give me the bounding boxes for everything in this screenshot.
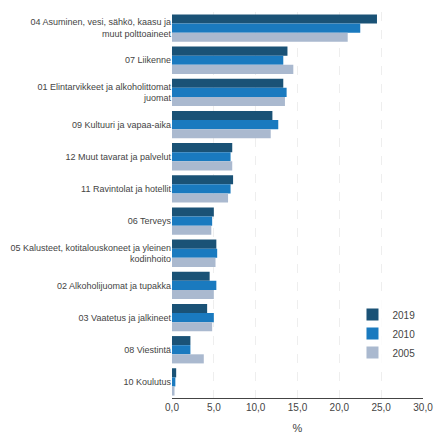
svg-text:03 Vaatetus ja jalkineet: 03 Vaatetus ja jalkineet: [79, 313, 172, 323]
svg-text:20,0: 20,0: [330, 402, 350, 413]
svg-text:2010: 2010: [392, 329, 415, 340]
svg-text:02 Alkoholijuomat ja tupakka: 02 Alkoholijuomat ja tupakka: [57, 281, 171, 291]
svg-text:04 Asuminen, vesi, sähkö, kaas: 04 Asuminen, vesi, sähkö, kaasu jamuut p…: [30, 17, 171, 39]
svg-text:2005: 2005: [392, 348, 415, 359]
svg-text:2019: 2019: [392, 310, 415, 321]
svg-text:11 Ravintolat ja hotellit: 11 Ravintolat ja hotellit: [81, 184, 171, 194]
svg-text:25,0: 25,0: [371, 402, 391, 413]
svg-text:%: %: [293, 422, 303, 434]
svg-text:10,0: 10,0: [246, 402, 266, 413]
svg-text:05 Kalusteet, kotitalouskoneet: 05 Kalusteet, kotitalouskoneet ja yleine…: [10, 243, 171, 265]
svg-text:08 Viestintä: 08 Viestintä: [124, 345, 171, 355]
svg-text:12 Muut tavarat ja palvelut: 12 Muut tavarat ja palvelut: [65, 152, 171, 162]
svg-text:0,0: 0,0: [165, 402, 179, 413]
svg-text:5,0: 5,0: [207, 402, 221, 413]
svg-text:01 Elintarvikkeet ja alkoholit: 01 Elintarvikkeet ja alkoholittomatjuoma…: [37, 82, 171, 104]
svg-text:06 Terveys: 06 Terveys: [128, 216, 172, 226]
svg-text:15,0: 15,0: [288, 402, 308, 413]
svg-text:10 Koulutus: 10 Koulutus: [123, 377, 171, 387]
svg-text:09 Kultuuri ja vapaa-aika: 09 Kultuuri ja vapaa-aika: [72, 120, 171, 130]
svg-text:30,0: 30,0: [413, 402, 433, 413]
svg-text:07 Liikenne: 07 Liikenne: [125, 55, 171, 65]
